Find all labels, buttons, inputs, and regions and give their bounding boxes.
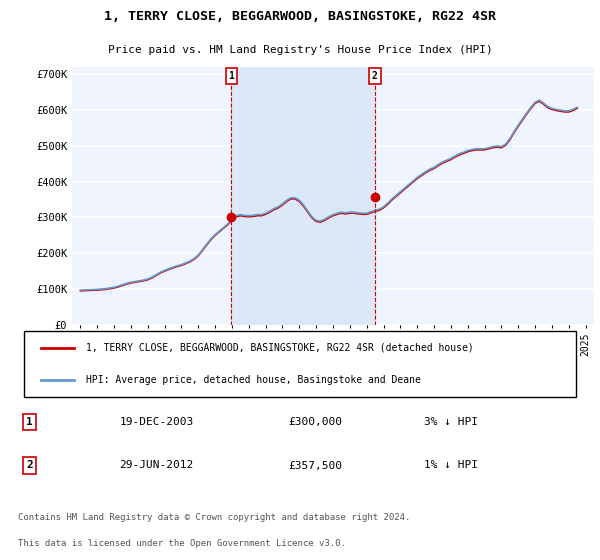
Text: 29-JUN-2012: 29-JUN-2012	[119, 460, 194, 470]
Text: Price paid vs. HM Land Registry's House Price Index (HPI): Price paid vs. HM Land Registry's House …	[107, 45, 493, 55]
Text: 2: 2	[372, 71, 378, 81]
Text: HPI: Average price, detached house, Basingstoke and Deane: HPI: Average price, detached house, Basi…	[86, 375, 421, 385]
Text: 1% ↓ HPI: 1% ↓ HPI	[424, 460, 478, 470]
Text: £300,000: £300,000	[289, 417, 343, 427]
Text: This data is licensed under the Open Government Licence v3.0.: This data is licensed under the Open Gov…	[18, 539, 346, 548]
Bar	[232, 67, 375, 325]
Text: 1, TERRY CLOSE, BEGGARWOOD, BASINGSTOKE, RG22 4SR: 1, TERRY CLOSE, BEGGARWOOD, BASINGSTOKE,…	[104, 10, 496, 24]
Text: 3% ↓ HPI: 3% ↓ HPI	[424, 417, 478, 427]
Text: £357,500: £357,500	[289, 460, 343, 470]
Text: 19-DEC-2003: 19-DEC-2003	[119, 417, 194, 427]
Text: 1: 1	[26, 417, 32, 427]
FancyBboxPatch shape	[23, 332, 577, 396]
Text: 1: 1	[229, 71, 235, 81]
Text: 1, TERRY CLOSE, BEGGARWOOD, BASINGSTOKE, RG22 4SR (detached house): 1, TERRY CLOSE, BEGGARWOOD, BASINGSTOKE,…	[86, 343, 473, 353]
Text: 2: 2	[26, 460, 32, 470]
Text: Contains HM Land Registry data © Crown copyright and database right 2024.: Contains HM Land Registry data © Crown c…	[18, 514, 410, 522]
